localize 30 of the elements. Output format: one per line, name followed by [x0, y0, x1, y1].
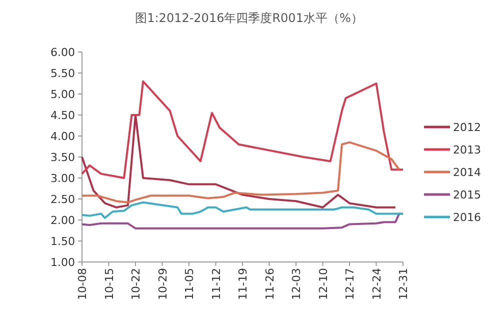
x-tick-label: 11-12 [210, 268, 223, 300]
x-tick-label: 11-26 [263, 268, 276, 300]
y-tick-label: 3.50 [50, 151, 75, 164]
x-tick-label: 10-08 [76, 268, 89, 300]
x-tick-label: 12-24 [370, 268, 384, 300]
y-tick-label: 4.50 [50, 109, 75, 122]
legend-label: 2013 [453, 144, 481, 156]
legend-label: 2014 [453, 166, 481, 179]
y-tick-label: 2.00 [50, 214, 75, 227]
legend-label: 2016 [453, 211, 481, 224]
x-tick-label: 10-29 [156, 268, 170, 300]
x-tick-label: 12-31 [397, 268, 410, 300]
y-tick-label: 5.50 [50, 67, 75, 80]
x-tick-label: 11-05 [183, 268, 196, 300]
y-tick-label: 4.00 [50, 130, 75, 143]
x-tick-label: 12-03 [290, 268, 303, 300]
x-tick-label: 11-19 [236, 268, 250, 300]
legend-label: 2012 [453, 121, 481, 134]
x-tick-label: 10-15 [102, 268, 116, 300]
x-tick-label: 10-22 [130, 268, 142, 300]
y-tick-label: 3.00 [50, 172, 75, 185]
chart-title: 图1:2012-2016年四季度R001水平（%） [135, 11, 363, 25]
legend-label: 2015 [453, 188, 481, 202]
y-tick-label: 6.00 [50, 46, 75, 59]
x-tick-label: 12-10 [316, 268, 330, 300]
y-tick-label: 5.00 [50, 88, 75, 101]
y-tick-label: 1.50 [50, 235, 75, 248]
y-tick-label: 1.00 [50, 256, 75, 269]
x-tick-label: 12-17 [344, 268, 356, 300]
y-tick-label: 2.50 [50, 193, 75, 206]
